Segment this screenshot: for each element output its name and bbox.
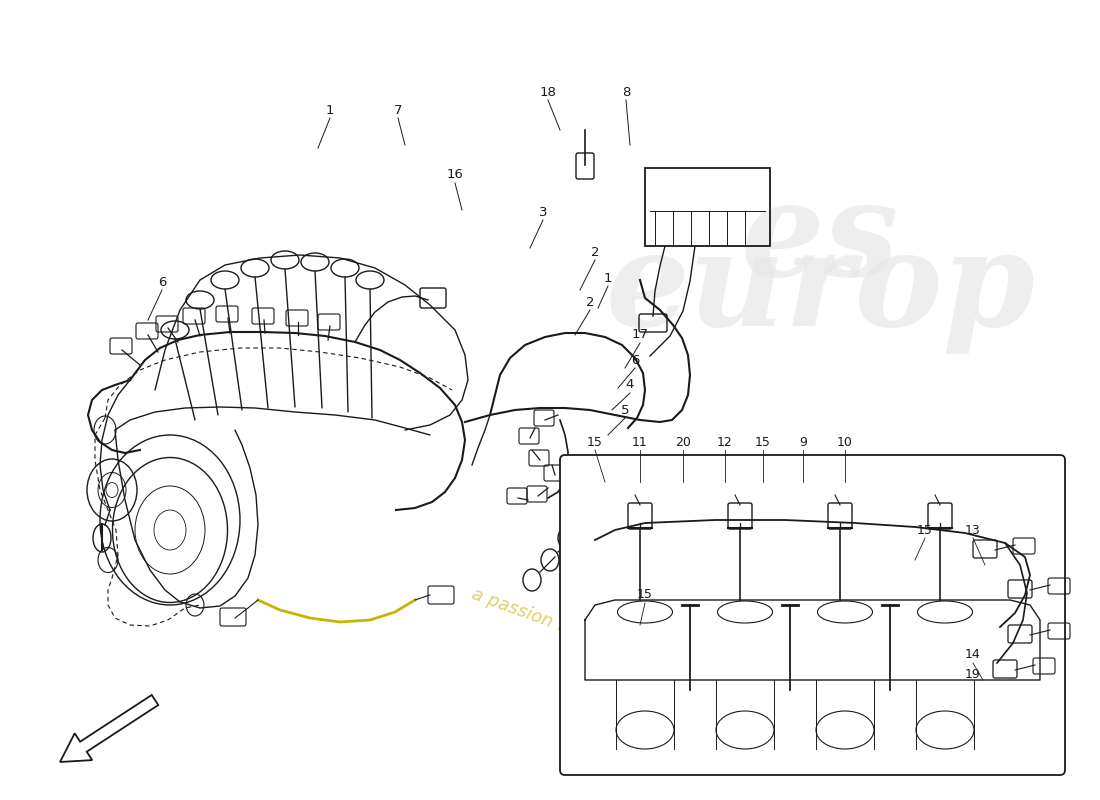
Text: 8: 8 xyxy=(621,86,630,98)
Text: 20: 20 xyxy=(675,435,691,449)
Text: 6: 6 xyxy=(630,354,639,366)
Text: 15: 15 xyxy=(587,435,603,449)
Text: 3: 3 xyxy=(539,206,548,218)
Text: 6: 6 xyxy=(157,275,166,289)
Text: 19: 19 xyxy=(965,669,981,682)
Text: 10: 10 xyxy=(837,435,852,449)
Text: 14: 14 xyxy=(965,649,981,662)
FancyBboxPatch shape xyxy=(560,455,1065,775)
Text: es: es xyxy=(740,175,899,305)
Bar xyxy=(645,168,770,246)
Text: 18: 18 xyxy=(540,86,557,98)
Text: 15: 15 xyxy=(637,589,653,602)
Text: 15: 15 xyxy=(755,435,771,449)
Text: a passion for parts since 1985: a passion for parts since 1985 xyxy=(470,585,730,695)
Text: 9: 9 xyxy=(799,435,807,449)
Text: 16: 16 xyxy=(447,169,463,182)
Text: 12: 12 xyxy=(717,435,733,449)
Text: europ: europ xyxy=(605,226,1035,354)
Text: 15: 15 xyxy=(917,523,933,537)
Text: 1: 1 xyxy=(326,103,334,117)
Text: 2: 2 xyxy=(585,295,594,309)
Text: 11: 11 xyxy=(632,435,648,449)
Text: 5: 5 xyxy=(620,403,629,417)
Text: 13: 13 xyxy=(965,523,981,537)
Text: 7: 7 xyxy=(394,103,403,117)
Text: 2: 2 xyxy=(591,246,600,258)
Text: 4: 4 xyxy=(626,378,635,391)
Text: 1: 1 xyxy=(604,271,613,285)
Text: 17: 17 xyxy=(631,329,649,342)
